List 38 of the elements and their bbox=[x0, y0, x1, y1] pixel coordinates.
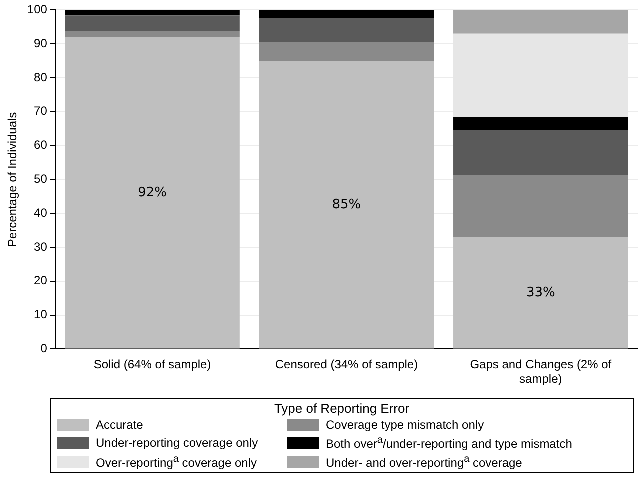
bar bbox=[65, 37, 240, 349]
x-tick-label: Gaps and Changes (2% of sample) bbox=[470, 358, 612, 386]
legend-label: Accurate bbox=[96, 418, 144, 432]
bar bbox=[259, 42, 434, 62]
x-tick-label: Censored (34% of sample) bbox=[275, 358, 418, 372]
y-tick-label: 20 bbox=[34, 274, 48, 288]
bar bbox=[259, 61, 434, 349]
y-tick-label: 10 bbox=[34, 308, 48, 322]
bar bbox=[454, 10, 628, 34]
bar bbox=[259, 10, 434, 18]
data-label: 33% bbox=[526, 285, 556, 300]
bar bbox=[454, 116, 628, 131]
bar bbox=[454, 175, 628, 238]
y-tick-label: 100 bbox=[27, 2, 48, 17]
bar bbox=[454, 237, 628, 349]
bar bbox=[65, 32, 240, 38]
y-tick-label: 40 bbox=[34, 206, 48, 220]
data-label: 85% bbox=[332, 197, 362, 212]
legend-title: Type of Reporting Error bbox=[273, 401, 411, 416]
y-tick-label: 50 bbox=[34, 172, 48, 186]
legend-label: Coverage type mismatch only bbox=[326, 418, 484, 432]
x-tick-label: Solid (64% of sample) bbox=[94, 358, 212, 372]
legend-label: Under- and over-reporting$^{a}$ coverage bbox=[326, 454, 522, 470]
legend-label: Over-reporting$^{a}$ coverage only bbox=[96, 454, 257, 470]
bar bbox=[65, 10, 240, 16]
bar bbox=[65, 16, 240, 32]
y-tick-label: 80 bbox=[34, 70, 48, 84]
y-tick-label: 60 bbox=[34, 138, 48, 152]
legend-label: Both over$^{a}$/under-reporting and type mismatch bbox=[326, 435, 572, 451]
y-tick-label: 90 bbox=[34, 36, 48, 50]
y-axis-title: Percentage of Individuals bbox=[6, 112, 20, 248]
y-tick-label: 30 bbox=[34, 240, 48, 254]
data-label: 92% bbox=[138, 185, 167, 200]
bar bbox=[259, 18, 434, 42]
y-tick-label: 70 bbox=[34, 104, 48, 118]
y-tick-label: 0 bbox=[40, 342, 48, 356]
bar bbox=[454, 130, 628, 176]
legend-label: Under-reporting coverage only bbox=[96, 436, 258, 450]
